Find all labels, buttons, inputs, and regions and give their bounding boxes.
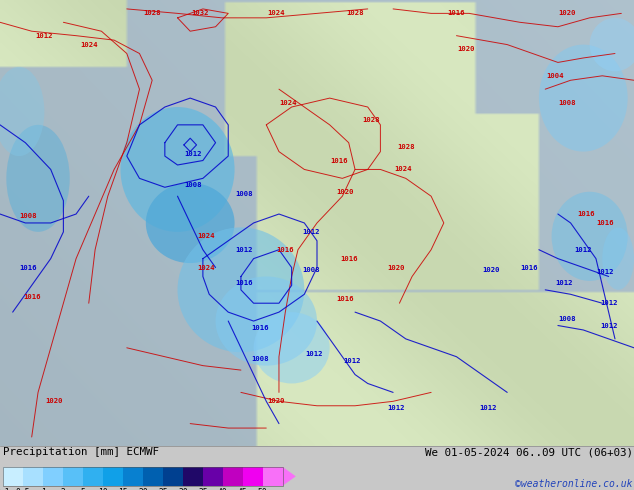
Ellipse shape <box>602 227 634 290</box>
Text: 45: 45 <box>238 488 248 490</box>
Text: 35: 35 <box>198 488 208 490</box>
Bar <box>203 467 223 486</box>
Text: 1012: 1012 <box>597 269 614 275</box>
Text: 1008: 1008 <box>559 99 576 105</box>
Text: Precipitation [mm] ECMWF: Precipitation [mm] ECMWF <box>3 447 159 457</box>
Text: 1012: 1012 <box>184 151 202 157</box>
Text: 1024: 1024 <box>267 10 285 16</box>
Text: 2: 2 <box>61 488 65 490</box>
Bar <box>243 467 263 486</box>
Text: 1024: 1024 <box>280 99 297 105</box>
Ellipse shape <box>590 18 634 72</box>
Text: 1016: 1016 <box>330 157 348 164</box>
Text: 1024: 1024 <box>197 233 215 239</box>
Text: 25: 25 <box>158 488 168 490</box>
Text: 0.1: 0.1 <box>0 488 11 490</box>
Text: 1012: 1012 <box>479 405 497 411</box>
Text: 1020: 1020 <box>337 189 354 195</box>
Bar <box>183 467 203 486</box>
Bar <box>223 467 243 486</box>
Text: 1016: 1016 <box>448 10 465 16</box>
Bar <box>103 467 123 486</box>
Text: 1028: 1028 <box>397 144 415 150</box>
Text: 1020: 1020 <box>559 10 576 16</box>
Bar <box>63 467 83 486</box>
Text: ©weatheronline.co.uk: ©weatheronline.co.uk <box>515 479 633 489</box>
Text: 1008: 1008 <box>20 213 37 219</box>
Text: 50: 50 <box>258 488 268 490</box>
Ellipse shape <box>0 67 44 156</box>
Text: 1016: 1016 <box>337 296 354 302</box>
Text: 1012: 1012 <box>305 351 323 358</box>
Bar <box>143 467 163 486</box>
Text: 15: 15 <box>118 488 128 490</box>
Text: 1024: 1024 <box>394 167 411 172</box>
Bar <box>3 467 283 486</box>
Bar <box>123 467 143 486</box>
Bar <box>263 467 283 486</box>
Text: 1028: 1028 <box>362 118 380 123</box>
Text: 30: 30 <box>178 488 188 490</box>
Text: 1032: 1032 <box>191 10 209 16</box>
Text: 1016: 1016 <box>276 246 294 253</box>
Ellipse shape <box>216 276 317 366</box>
Ellipse shape <box>120 107 235 232</box>
Text: 1016: 1016 <box>340 256 358 262</box>
Ellipse shape <box>254 312 330 384</box>
Ellipse shape <box>178 227 304 352</box>
Text: 20: 20 <box>138 488 148 490</box>
Text: 1012: 1012 <box>600 322 618 328</box>
Bar <box>23 467 43 486</box>
Text: 1016: 1016 <box>235 280 253 286</box>
Text: 1028: 1028 <box>346 10 364 16</box>
Bar <box>83 467 103 486</box>
Text: 1012: 1012 <box>387 405 405 411</box>
Text: 1020: 1020 <box>267 398 285 404</box>
Text: 1008: 1008 <box>559 316 576 322</box>
Text: 1016: 1016 <box>597 220 614 226</box>
Text: 1012: 1012 <box>343 358 361 364</box>
Text: 1016: 1016 <box>578 211 595 217</box>
Text: 1012: 1012 <box>555 280 573 286</box>
Text: 1020: 1020 <box>457 46 475 52</box>
Text: 1020: 1020 <box>45 398 63 404</box>
Polygon shape <box>283 467 296 486</box>
Text: 1012: 1012 <box>600 300 618 306</box>
Text: 1024: 1024 <box>197 265 215 270</box>
Text: 1: 1 <box>41 488 46 490</box>
Text: 1020: 1020 <box>482 267 500 273</box>
Text: 1012: 1012 <box>235 246 253 253</box>
Bar <box>43 467 63 486</box>
Text: 1008: 1008 <box>235 191 253 197</box>
Text: We 01-05-2024 06..09 UTC (06+03): We 01-05-2024 06..09 UTC (06+03) <box>425 447 633 457</box>
Ellipse shape <box>539 45 628 151</box>
Text: 1016: 1016 <box>20 265 37 270</box>
Text: 1016: 1016 <box>23 294 41 299</box>
Text: 0.5: 0.5 <box>16 488 30 490</box>
Text: 1008: 1008 <box>302 267 320 273</box>
Text: 1016: 1016 <box>251 325 269 331</box>
Text: 5: 5 <box>81 488 86 490</box>
Ellipse shape <box>552 192 628 281</box>
Text: 1028: 1028 <box>143 10 161 16</box>
Text: 1008: 1008 <box>251 356 269 362</box>
Text: 1012: 1012 <box>574 246 592 253</box>
Ellipse shape <box>146 183 235 263</box>
Text: 40: 40 <box>218 488 228 490</box>
Text: 1020: 1020 <box>387 265 405 270</box>
Bar <box>3 467 23 486</box>
Bar <box>163 467 183 486</box>
Text: 10: 10 <box>98 488 108 490</box>
Text: 1016: 1016 <box>521 265 538 270</box>
Text: 1024: 1024 <box>80 42 98 48</box>
Text: 1012: 1012 <box>36 33 53 39</box>
Text: 1012: 1012 <box>302 229 320 235</box>
Text: 1008: 1008 <box>184 182 202 188</box>
Text: 1004: 1004 <box>546 73 564 79</box>
Ellipse shape <box>6 125 70 232</box>
